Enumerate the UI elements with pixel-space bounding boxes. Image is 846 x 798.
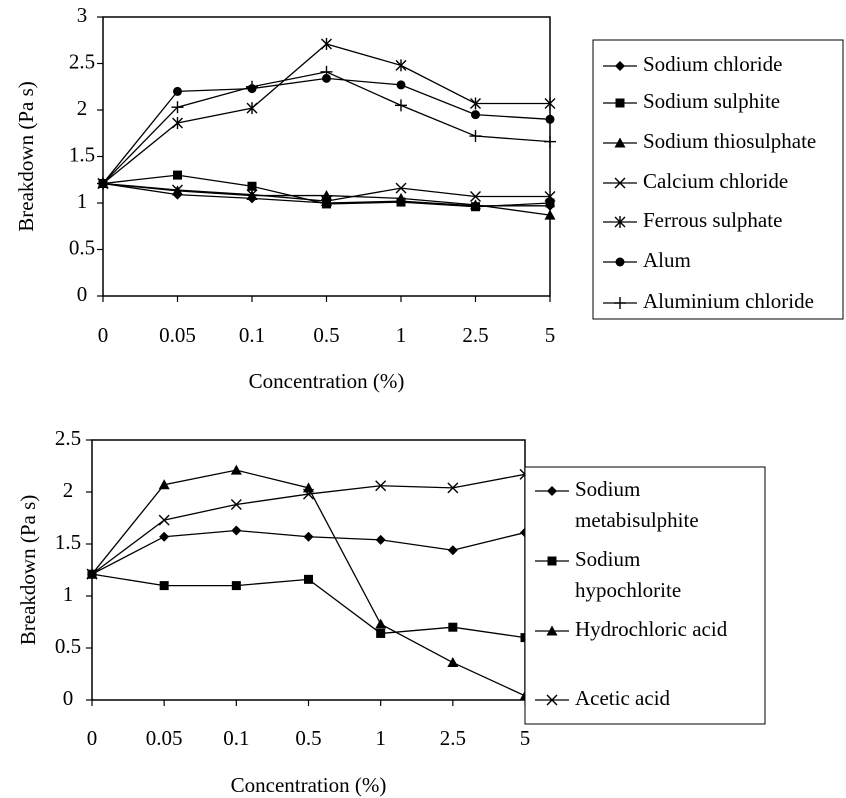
data-point [160,581,169,590]
data-point [304,575,313,584]
legend-label: Alum [643,248,691,272]
legend-2: Sodium metabisulphite Sodium hypochlorite Hy… [525,467,765,724]
y-tick-label: 1.5 [69,142,95,166]
series-line [103,44,550,184]
legend-marker [616,258,625,267]
x-tick-label: 0.5 [295,726,321,750]
y-tick-label: 0.5 [55,634,81,658]
data-point [376,535,386,545]
data-point [159,532,169,542]
x-tick-label: 5 [545,323,556,347]
chart-panel-2: 0 0.5 1 1.5 2 2.5 0 0.05 0.1 0.5 1 2.5 5 Concentratio… [16,426,531,797]
series-line [103,72,550,184]
x-tick-label: 0.1 [223,726,249,750]
y-tick-label: 2 [63,478,74,502]
legend-label: Sodium sulphite [643,89,780,113]
y-tick-label: 0.5 [69,235,95,259]
data-point [471,110,480,119]
data-point [173,87,182,96]
data-point [231,465,242,475]
data-point [470,130,482,142]
data-point [448,545,458,555]
legend-label: Acetic acid [575,686,671,710]
series-sodium-thiosulphate [98,178,556,220]
series-sodium-metabisulphite [87,525,530,579]
data-point [173,171,182,180]
data-point [173,117,183,129]
x-tick-label: 0 [87,726,98,750]
data-point [544,136,556,148]
y-tick-label: 2.5 [69,49,95,73]
x-tick-label: 5 [520,726,531,750]
x-tick-label: 2.5 [462,323,488,347]
x-tick-label: 1 [375,726,386,750]
legend-label: Sodium chloride [643,52,782,76]
x-tick-label: 1 [396,323,407,347]
series-line [103,78,550,183]
series-sodium-hypochlorite [88,570,530,642]
series-ferrous-sulphate [98,38,555,190]
y-tick-label: 1 [63,582,74,606]
y-tick-label: 0 [77,282,88,306]
legend-label: Ferrous sulphate [643,208,782,232]
y-axis-label: Breakdown (Pa s) [16,495,40,645]
legend-1: Sodium chloride Sodium sulphite Sodium thi… [593,40,843,319]
legend-label: Aluminium chloride [643,289,814,313]
legend-marker [548,557,557,566]
legend-label: Sodium thiosulphate [643,129,816,153]
data-point [159,515,169,525]
plot-frame [92,440,525,700]
chart-panel-1: 0 0.5 1 1.5 2 2.5 3 0 0.05 0.1 0.5 1 2.5 5 Concentrati… [14,3,556,393]
y-tick-label: 1.5 [55,530,81,554]
x-tick-label: 0.1 [239,323,265,347]
data-point [231,525,241,535]
y-axis-label: Breakdown (Pa s) [14,81,38,231]
y-tick-label: 2.5 [55,426,81,450]
legend-label: Sodium [575,547,640,571]
data-point [246,81,258,93]
data-point [248,182,257,191]
data-point [546,115,555,124]
data-point [397,80,406,89]
data-point [232,581,241,590]
y-tick-label: 0 [63,686,74,710]
data-point [395,99,407,111]
legend-label: Sodium [575,477,640,501]
legend-label: Hydrochloric acid [575,617,728,641]
y-tick-label: 3 [77,3,88,27]
data-point [447,657,458,667]
x-axis-label: Concentration (%) [231,773,387,797]
legend-marker [616,99,625,108]
data-point [247,102,257,114]
data-point [396,59,406,71]
x-tick-label: 0.5 [313,323,339,347]
x-tick-label: 0.05 [159,323,196,347]
data-point [321,66,333,78]
data-point [375,619,386,629]
plot-frame [103,17,550,296]
legend-label: Calcium chloride [643,169,788,193]
data-point [448,623,457,632]
series-aluminium-chloride [97,66,556,190]
legend-label: hypochlorite [575,578,681,602]
y-tick-label: 2 [77,96,88,120]
legend-label: metabisulphite [575,508,699,532]
data-point [322,38,332,50]
x-tick-label: 0.05 [146,726,183,750]
x-axis-label: Concentration (%) [249,369,405,393]
data-point [376,629,385,638]
y-tick-label: 1 [77,189,88,213]
x-tick-label: 0 [98,323,109,347]
x-tick-label: 2.5 [440,726,466,750]
data-point [304,532,314,542]
